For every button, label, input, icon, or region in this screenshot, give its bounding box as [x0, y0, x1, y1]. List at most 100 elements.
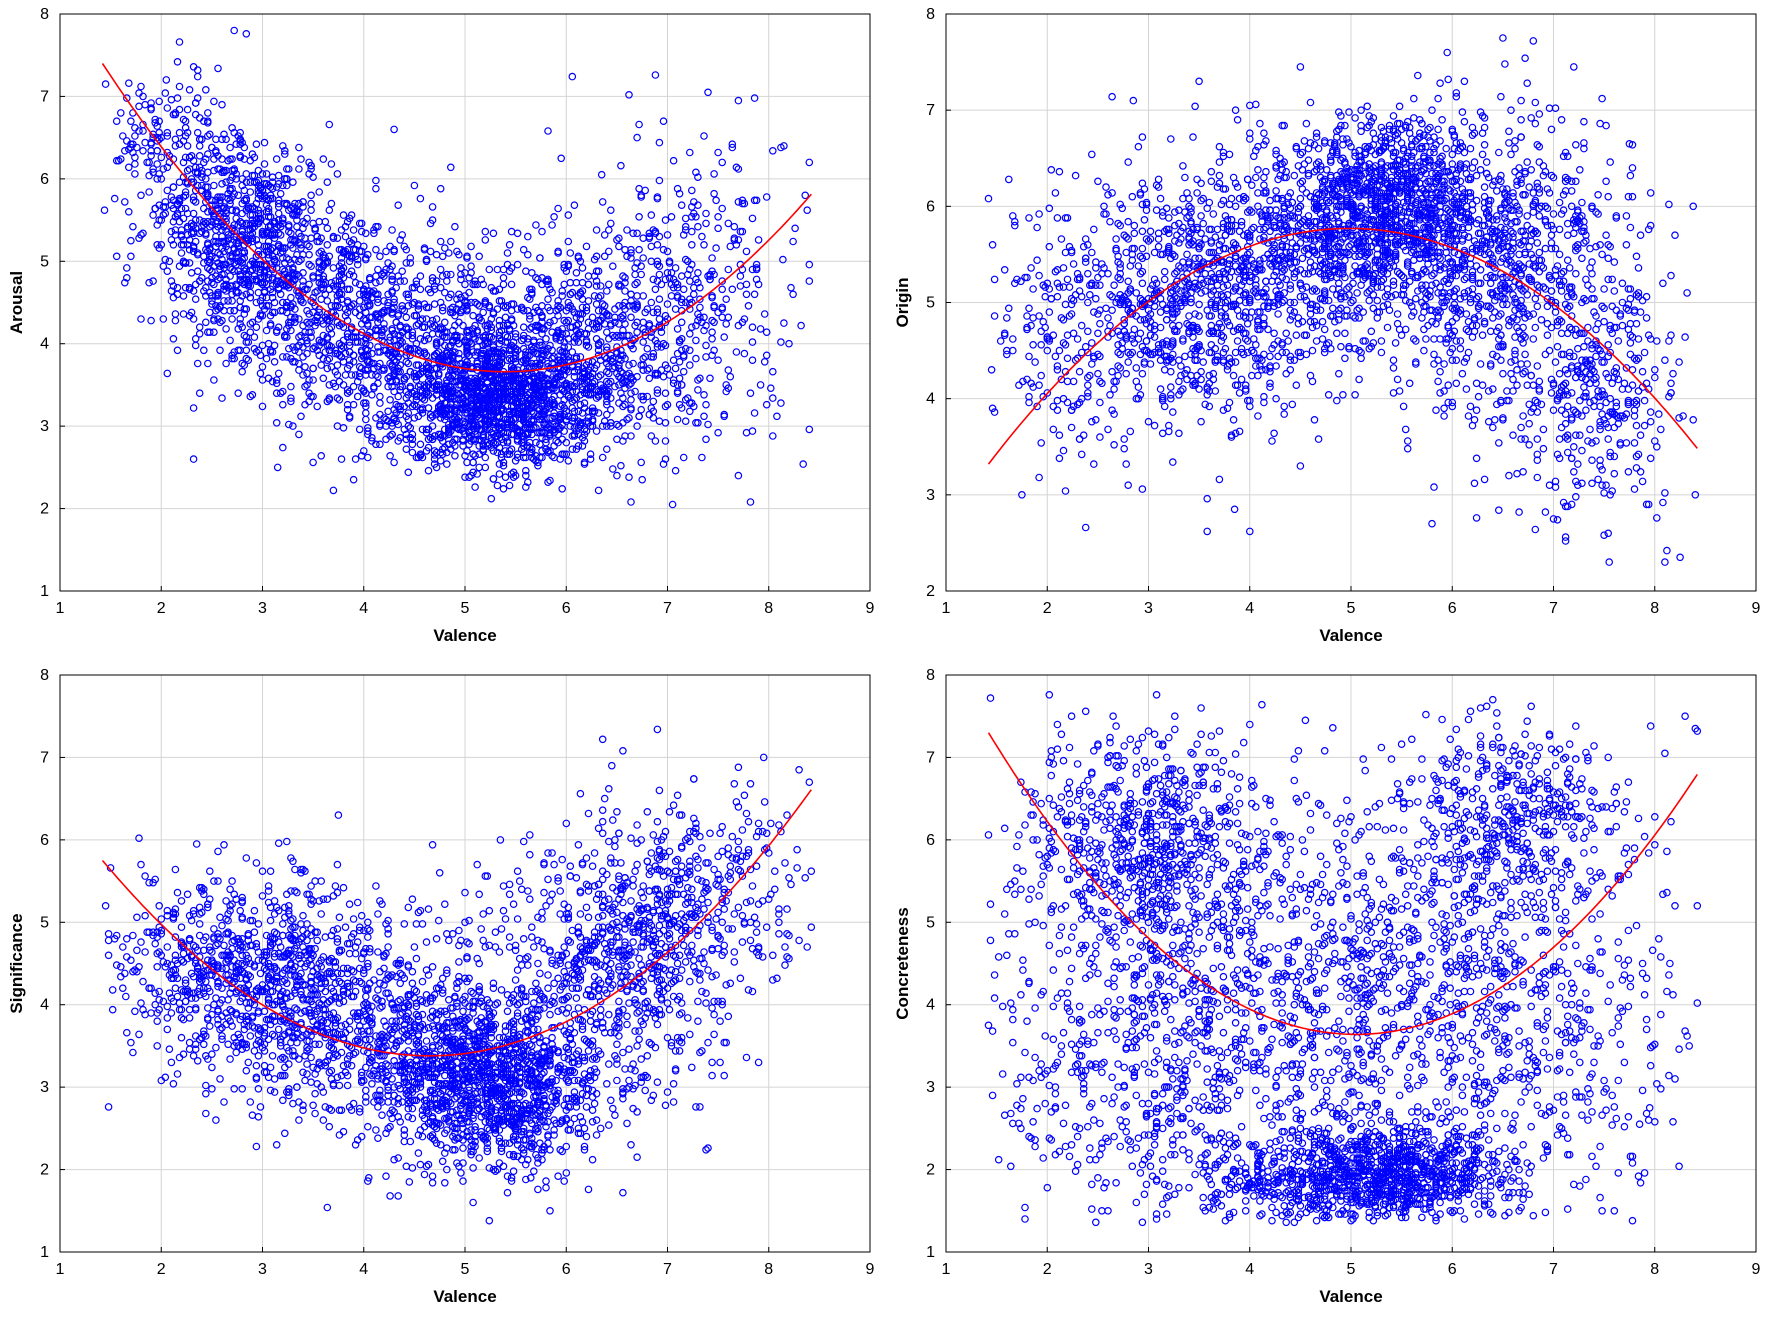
- data-point: [252, 323, 261, 332]
- data-point: [193, 66, 202, 74]
- data-point: [667, 292, 676, 300]
- data-point: [127, 140, 135, 149]
- data-point: [714, 308, 722, 317]
- data-point: [208, 252, 216, 261]
- data-point: [347, 252, 356, 261]
- data-point: [278, 142, 287, 150]
- data-point: [497, 297, 506, 305]
- data-point: [653, 257, 662, 266]
- data-point: [1474, 216, 1483, 224]
- data-point: [424, 425, 433, 434]
- data-point: [457, 270, 465, 279]
- data-point: [521, 471, 530, 480]
- data-point: [469, 311, 477, 320]
- data-point: [359, 387, 368, 396]
- data-point: [621, 278, 629, 287]
- data-point: [438, 272, 447, 280]
- data-point: [299, 371, 307, 379]
- data-point: [222, 178, 230, 187]
- data-point: [363, 423, 372, 432]
- data-point: [546, 386, 554, 394]
- data-point: [121, 147, 129, 155]
- data-point: [576, 390, 585, 399]
- data-point: [451, 311, 459, 320]
- data-point: [615, 301, 623, 310]
- data-point: [548, 395, 556, 404]
- data-point: [351, 371, 360, 379]
- data-point: [689, 290, 698, 299]
- data-point: [625, 369, 633, 378]
- data-point: [388, 226, 396, 234]
- data-point: [216, 346, 224, 355]
- data-point: [282, 325, 291, 333]
- data-point: [121, 278, 129, 287]
- data-point: [297, 232, 305, 241]
- data-point: [390, 415, 398, 424]
- data-point: [540, 390, 548, 399]
- data-point: [191, 99, 200, 107]
- data-point: [436, 237, 445, 246]
- data-point: [372, 290, 380, 299]
- data-point: [161, 89, 170, 97]
- data-point: [185, 86, 194, 94]
- data-point: [171, 135, 180, 144]
- data-point: [1458, 185, 1467, 193]
- data-point: [647, 242, 656, 251]
- data-point: [702, 219, 710, 228]
- data-point: [558, 292, 567, 300]
- data-point: [390, 458, 398, 467]
- y-tick-label: 5: [40, 253, 49, 270]
- data-point: [580, 458, 589, 467]
- data-point: [280, 331, 289, 340]
- data-point: [228, 155, 236, 163]
- data-point: [525, 285, 534, 294]
- data-point: [280, 199, 289, 208]
- data-point: [202, 198, 210, 206]
- data-point: [562, 450, 571, 459]
- data-point: [414, 305, 423, 313]
- data-point: [532, 377, 540, 386]
- data-point: [487, 323, 496, 332]
- data-point: [384, 407, 392, 416]
- data-point: [578, 386, 587, 394]
- data-point: [295, 199, 303, 208]
- data-point: [655, 315, 664, 323]
- data-point: [527, 343, 536, 351]
- data-point: [193, 72, 202, 81]
- data-point: [698, 318, 706, 327]
- data-point: [143, 158, 151, 167]
- data-point: [274, 216, 283, 224]
- data-point: [730, 234, 739, 243]
- data-point: [376, 440, 384, 449]
- data-point: [112, 252, 121, 261]
- data-point: [578, 433, 587, 442]
- data-point: [463, 298, 471, 307]
- data-point: [284, 222, 293, 231]
- data-point: [416, 451, 425, 460]
- data-point: [625, 381, 633, 389]
- data-point: [602, 287, 611, 295]
- data-point: [396, 236, 405, 244]
- data-point: [564, 298, 573, 307]
- data-point: [181, 191, 190, 200]
- data-point: [671, 364, 680, 373]
- data-point: [505, 481, 514, 490]
- data-point: [592, 300, 601, 308]
- panel-origin-vs-valence: 1 2 3 4 5 6 7 8 9 2 3 4 5 6 7 8 Valence Origin: [886, 0, 1772, 660]
- data-point: [226, 199, 234, 208]
- data-point: [232, 206, 241, 215]
- data-point: [1298, 177, 1307, 186]
- data-point: [446, 305, 455, 313]
- data-point: [720, 410, 729, 419]
- data-point: [238, 259, 247, 267]
- data-point: [724, 366, 733, 374]
- data-point: [473, 470, 482, 478]
- data-point: [244, 236, 253, 244]
- data-point: [574, 310, 583, 318]
- data-point: [754, 280, 763, 289]
- data-point: [499, 438, 508, 447]
- data-point: [718, 158, 727, 167]
- data-point: [451, 222, 459, 231]
- data-point: [572, 445, 581, 454]
- data-point: [633, 318, 641, 327]
